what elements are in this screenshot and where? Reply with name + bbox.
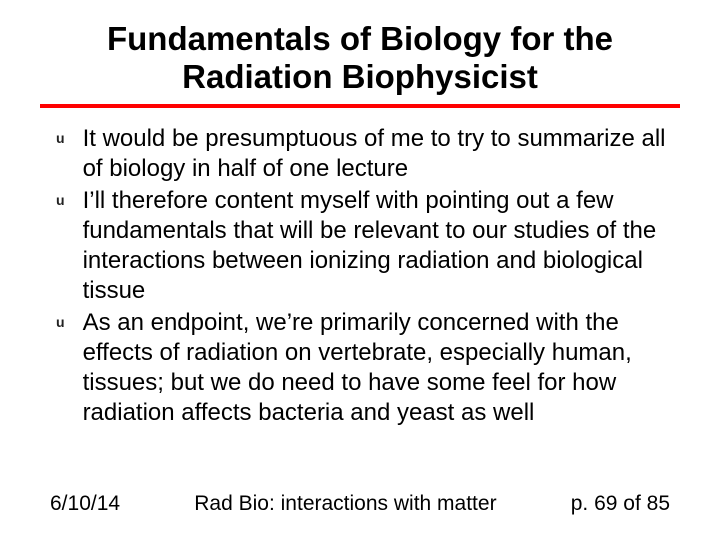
bullet-text: It would be presumptuous of me to try to… bbox=[83, 124, 670, 184]
slide-title: Fundamentals of Biology for the Radiatio… bbox=[40, 20, 680, 104]
slide-footer: 6/10/14 Rad Bio: interactions with matte… bbox=[0, 492, 720, 516]
list-item: u It would be presumptuous of me to try … bbox=[56, 124, 670, 184]
footer-title: Rad Bio: interactions with matter bbox=[120, 492, 571, 516]
bullet-icon: u bbox=[56, 192, 65, 208]
footer-date: 6/10/14 bbox=[50, 492, 120, 516]
bullet-icon: u bbox=[56, 314, 65, 330]
bullet-list: u It would be presumptuous of me to try … bbox=[40, 108, 680, 428]
bullet-text: I’ll therefore content myself with point… bbox=[83, 186, 670, 306]
bullet-icon: u bbox=[56, 130, 65, 146]
footer-page-number: p. 69 of 85 bbox=[571, 492, 670, 516]
list-item: u I’ll therefore content myself with poi… bbox=[56, 186, 670, 306]
bullet-text: As an endpoint, we’re primarily concerne… bbox=[83, 308, 670, 428]
list-item: u As an endpoint, we’re primarily concer… bbox=[56, 308, 670, 428]
slide: Fundamentals of Biology for the Radiatio… bbox=[0, 0, 720, 540]
